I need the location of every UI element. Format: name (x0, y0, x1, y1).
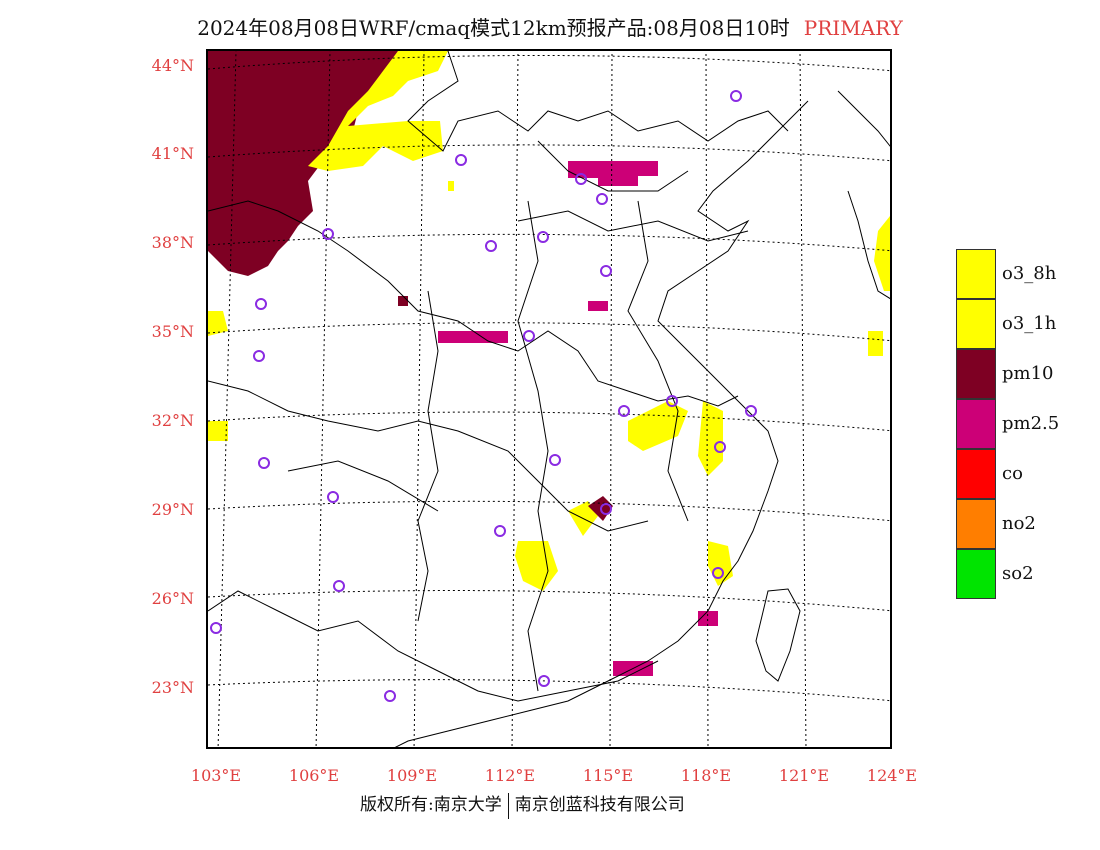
lat-label-29n: 29°N (151, 500, 194, 519)
lat-label-38n: 38°N (151, 233, 194, 252)
graticule (208, 51, 890, 747)
pm10-region-northwest (208, 51, 398, 276)
lon-label-103e: 103°E (190, 766, 242, 785)
map-title: 2024年08月08日WRF/cmaq模式12km预报产品:08月08日10时 P… (0, 12, 1100, 41)
title-tag: PRIMARY (803, 16, 903, 40)
legend-swatch (956, 349, 996, 399)
lat-label-35n: 35°N (151, 322, 194, 341)
legend-label: pm2.5 (1002, 413, 1060, 434)
legend-label: o3_1h (1002, 313, 1057, 334)
monitoring-stations (210, 90, 757, 702)
lon-label-115e: 115°E (582, 766, 634, 785)
lat-label-41n: 41°N (151, 144, 194, 163)
copyright-company: 南京创蓝科技有限公司 (514, 795, 685, 815)
copyright-owner: 版权所有:南京大学 (360, 795, 502, 815)
lon-label-112e: 112°E (484, 766, 536, 785)
copyright-footer: 版权所有:南京大学 南京创蓝科技有限公司 (360, 790, 685, 819)
lon-label-118e: 118°E (680, 766, 732, 785)
o3-region-north (308, 51, 454, 191)
lon-label-106e: 106°E (288, 766, 340, 785)
lon-label-121e: 121°E (778, 766, 830, 785)
legend-swatch (956, 549, 996, 599)
o3-spots-east (208, 216, 890, 591)
lat-label-44n: 44°N (151, 56, 194, 75)
legend-label: o3_8h (1002, 263, 1057, 284)
title-text: 2024年08月08日WRF/cmaq模式12km预报产品:08月08日10时 (197, 16, 790, 40)
pm10-spots (398, 296, 613, 521)
footer-separator (507, 792, 509, 819)
lat-label-23n: 23°N (151, 678, 194, 697)
legend-label: no2 (1002, 513, 1036, 534)
legend-label: so2 (1002, 563, 1034, 584)
map-canvas (208, 51, 890, 747)
lat-label-26n: 26°N (151, 589, 194, 608)
lon-label-124e: 124°E (866, 766, 918, 785)
legend-label: pm10 (1002, 363, 1054, 384)
lat-label-32n: 32°N (151, 411, 194, 430)
legend-swatch (956, 399, 996, 449)
legend-swatch (956, 299, 996, 349)
legend-label: co (1002, 463, 1023, 484)
coastline (394, 90, 890, 747)
province-boundaries (208, 51, 789, 702)
legend-swatch (956, 249, 996, 299)
map-frame[interactable] (206, 49, 892, 749)
legend-swatch (956, 499, 996, 549)
lon-label-109e: 109°E (386, 766, 438, 785)
legend-swatch (956, 449, 996, 499)
